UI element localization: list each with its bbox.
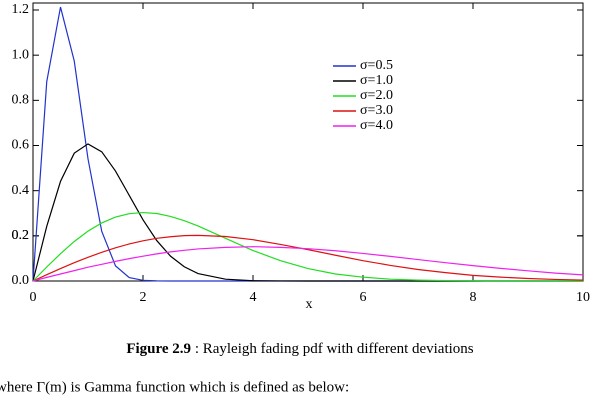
legend-label: σ=0.5 <box>360 58 393 73</box>
legend-label: σ=2.0 <box>360 88 393 103</box>
series-line <box>32 246 584 282</box>
series-line <box>32 6 583 282</box>
caption: Figure 2.9 : Rayleigh fading pdf with di… <box>126 341 473 357</box>
legend-label: σ=4.0 <box>360 118 393 133</box>
x-tick-label: 0 <box>30 290 37 305</box>
y-tick-label: 1.2 <box>12 2 30 17</box>
x-tick-label: 6 <box>360 290 367 305</box>
body-text: where Γ(m) is Gamma function which is de… <box>0 379 349 395</box>
plot-frame <box>32 2 584 282</box>
y-tick-label: 0.6 <box>12 138 30 153</box>
x-axis-label: x <box>306 297 313 312</box>
x-tick-label: 8 <box>470 290 477 305</box>
series-line <box>32 211 583 282</box>
caption-label: Figure 2.9 <box>126 341 191 357</box>
series-line <box>32 143 583 282</box>
series-line <box>32 234 584 282</box>
y-tick-label: 0.2 <box>12 228 30 243</box>
legend-label: σ=3.0 <box>360 103 393 118</box>
y-tick-label: 0.8 <box>12 93 30 108</box>
x-tick-label: 10 <box>576 290 590 305</box>
x-tick-label: 2 <box>140 290 147 305</box>
y-tick-label: 0.4 <box>12 183 30 198</box>
y-tick-label: 1.0 <box>12 47 30 62</box>
y-tick-label: 0.0 <box>12 273 30 288</box>
legend-label: σ=1.0 <box>360 73 393 88</box>
caption-text: : Rayleigh fading pdf with different dev… <box>191 341 474 357</box>
y-tick-label: 0.2 <box>12 228 30 243</box>
x-tick-label: 4 <box>250 290 257 305</box>
